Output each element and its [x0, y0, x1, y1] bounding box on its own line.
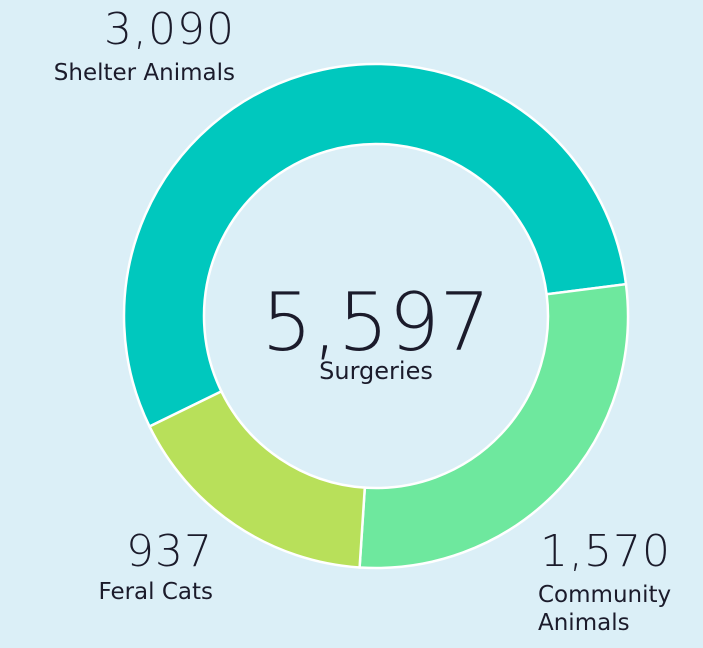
category-label: Feral Cats: [98, 579, 213, 605]
value-label: 3,090: [104, 4, 235, 55]
category-label: Shelter Animals: [53, 60, 235, 86]
category-label: Community Animals: [538, 582, 672, 636]
donut-slice: [358, 282, 630, 570]
value-label: 937: [126, 526, 213, 577]
donut-slice: [147, 389, 367, 569]
value-label: 1,570: [540, 526, 671, 577]
center-sublabel: Surgeries: [319, 357, 433, 385]
center-total: 5,597: [261, 276, 491, 369]
donut-slice: [122, 62, 628, 429]
